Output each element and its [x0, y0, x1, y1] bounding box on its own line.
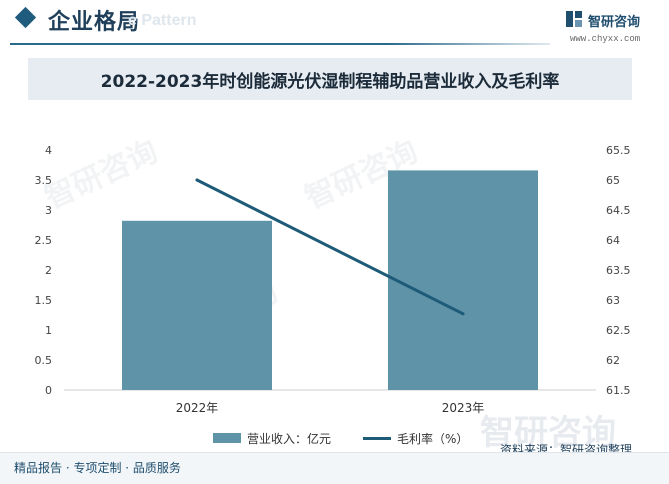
legend-label-margin: 毛利率（%） — [397, 432, 469, 446]
y-right-tick-label: 63 — [606, 294, 620, 307]
y-right-tick-label: 62 — [606, 354, 620, 367]
brand-url: www.chyxx.com — [570, 34, 641, 44]
y-left-tick-label: 2 — [45, 264, 52, 277]
y-left-tick-label: 0 — [45, 384, 52, 397]
legend-label-revenue: 营业收入：亿元 — [247, 432, 332, 446]
y-right-tick-label: 64.5 — [606, 204, 631, 217]
y-left-tick-label: 3.5 — [35, 174, 53, 187]
header-rule — [10, 43, 550, 45]
legend-swatch-margin — [363, 437, 391, 440]
bar — [122, 220, 272, 390]
y-left-tick-label: 2.5 — [35, 234, 53, 247]
margin-point — [461, 312, 465, 316]
brand-name: 智研咨询 — [588, 15, 641, 30]
section-header: 企业格局 e Pattern — [0, 0, 669, 45]
chart-title-band: 2022-2023年时创能源光伏湿制程辅助品营业收入及毛利率 — [28, 58, 632, 100]
section-title: 企业格局 — [48, 10, 141, 35]
y-right-tick-label: 65 — [606, 174, 620, 187]
y-left-tick-label: 0.5 — [35, 354, 53, 367]
margin-point — [195, 178, 199, 182]
brand-logo-icon — [566, 11, 582, 27]
x-tick-label: 2022年 — [176, 401, 219, 415]
y-left-tick-label: 1.5 — [35, 294, 53, 307]
chart-title: 2022-2023年时创能源光伏湿制程辅助品营业收入及毛利率 — [100, 72, 560, 92]
y-left-tick-label: 1 — [45, 324, 52, 337]
legend-swatch-revenue — [213, 433, 241, 443]
margin-line — [195, 178, 465, 316]
footer: 精品报告 · 专项定制 · 品质服务 — [0, 452, 669, 484]
y-right-tick-label: 61.5 — [606, 384, 631, 397]
y-left-tick-label: 3 — [45, 204, 52, 217]
diamond-icon — [14, 6, 37, 29]
section-ghost-text: e Pattern — [128, 12, 197, 29]
y-right-tick-label: 64 — [606, 234, 620, 247]
y-right-tick-label: 62.5 — [606, 324, 631, 337]
chart-svg: 0 0.5 1 1.5 2 2.5 3 3.5 4 61.5 62 62.5 63 63.5 64 64.5 6… — [35, 144, 631, 415]
y-right-tick-label: 65.5 — [606, 144, 631, 157]
y-left-tick-label: 4 — [45, 144, 52, 157]
bar — [388, 170, 538, 390]
x-tick-label: 2023年 — [442, 401, 485, 415]
legend: 营业收入：亿元 毛利率（%） — [213, 430, 513, 446]
brand-logo: 智研咨询 www.chyxx.com — [562, 8, 662, 44]
y-right-tick-label: 63.5 — [606, 264, 631, 277]
footer-text: 精品报告 · 专项定制 · 品质服务 — [14, 461, 181, 475]
